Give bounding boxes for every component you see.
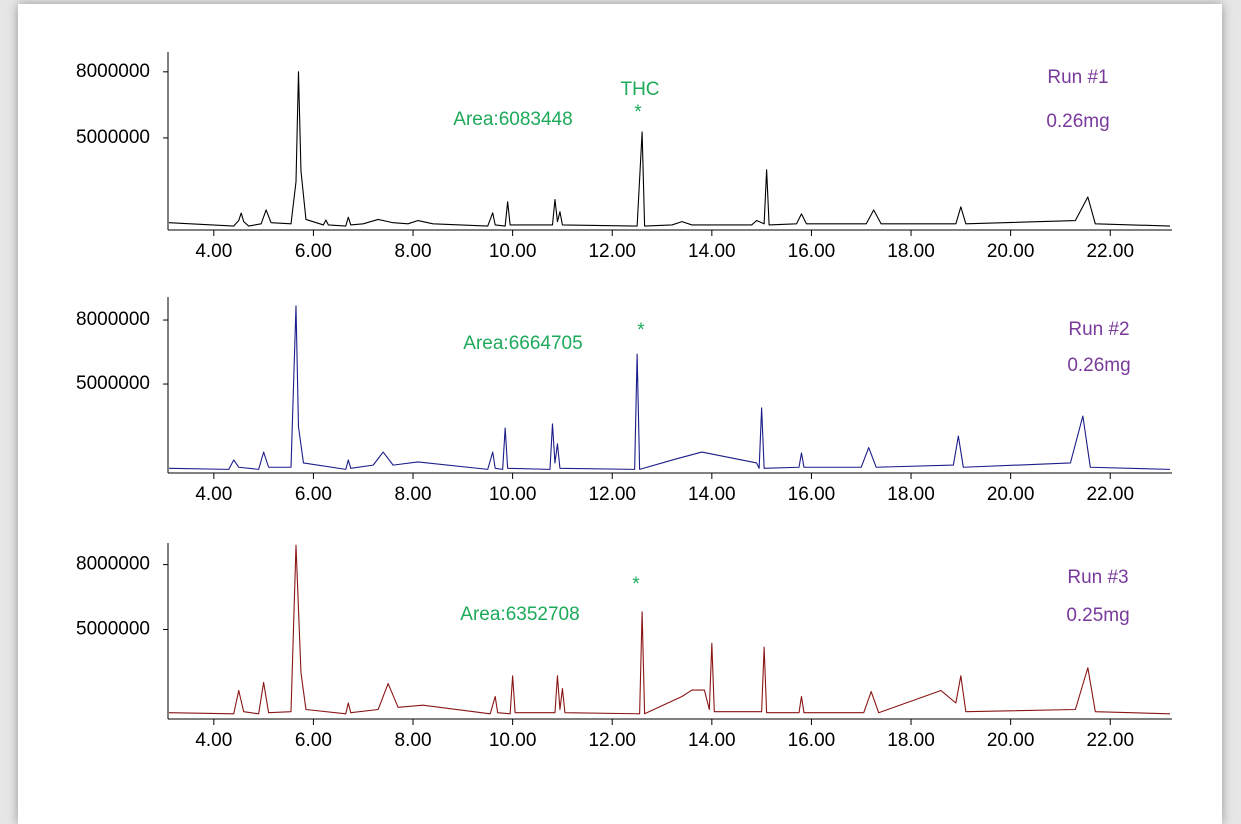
x-tick-label: 22.00 bbox=[1086, 730, 1134, 751]
x-tick-label: 10.00 bbox=[489, 484, 537, 505]
x-tick-label: 4.00 bbox=[195, 484, 232, 505]
annotation-amount: 0.26mg bbox=[1046, 111, 1109, 132]
y-tick-label: 8000000 bbox=[76, 61, 150, 82]
x-tick-label: 10.00 bbox=[489, 241, 537, 262]
annotation-marker: * bbox=[634, 102, 642, 123]
x-tick-label: 12.00 bbox=[588, 484, 636, 505]
trace bbox=[168, 544, 1171, 715]
annotation-marker: * bbox=[637, 320, 645, 341]
x-tick-label: 18.00 bbox=[887, 484, 935, 505]
x-tick-label: 20.00 bbox=[987, 484, 1035, 505]
annotation-marker: * bbox=[632, 574, 640, 595]
x-tick-label: 22.00 bbox=[1086, 241, 1134, 262]
annotation-run: Run #3 bbox=[1067, 567, 1128, 588]
x-tick-label: 8.00 bbox=[395, 241, 432, 262]
x-tick-label: 16.00 bbox=[788, 241, 836, 262]
x-tick-label: 6.00 bbox=[295, 730, 332, 751]
trace bbox=[168, 71, 1171, 227]
y-tick-label: 5000000 bbox=[76, 127, 150, 148]
annotation-run: Run #1 bbox=[1047, 67, 1108, 88]
annotation-area: Area:6352708 bbox=[460, 604, 579, 625]
y-tick-label: 8000000 bbox=[76, 554, 150, 575]
x-tick-label: 18.00 bbox=[887, 241, 935, 262]
x-tick-label: 14.00 bbox=[688, 241, 736, 262]
x-tick-label: 22.00 bbox=[1086, 484, 1134, 505]
x-tick-label: 14.00 bbox=[688, 484, 736, 505]
y-tick-label: 5000000 bbox=[76, 619, 150, 640]
card bbox=[18, 4, 1222, 824]
x-tick-label: 18.00 bbox=[887, 730, 935, 751]
annotation-area: Area:6664705 bbox=[463, 333, 582, 354]
x-tick-label: 20.00 bbox=[987, 241, 1035, 262]
annotation-compound: THC bbox=[620, 79, 659, 100]
x-tick-label: 4.00 bbox=[195, 730, 232, 751]
annotation-amount: 0.25mg bbox=[1066, 605, 1129, 626]
x-tick-label: 8.00 bbox=[395, 730, 432, 751]
trace bbox=[168, 305, 1171, 470]
annotation-area: Area:6083448 bbox=[453, 109, 572, 130]
x-tick-label: 12.00 bbox=[588, 730, 636, 751]
y-tick-label: 5000000 bbox=[76, 373, 150, 394]
y-tick-label: 8000000 bbox=[76, 309, 150, 330]
annotation-run: Run #2 bbox=[1068, 319, 1129, 340]
x-tick-label: 20.00 bbox=[987, 730, 1035, 751]
x-tick-label: 16.00 bbox=[788, 730, 836, 751]
x-tick-label: 16.00 bbox=[788, 484, 836, 505]
x-tick-label: 4.00 bbox=[195, 241, 232, 262]
x-tick-label: 6.00 bbox=[295, 241, 332, 262]
x-tick-label: 10.00 bbox=[489, 730, 537, 751]
x-tick-label: 8.00 bbox=[395, 484, 432, 505]
x-tick-label: 12.00 bbox=[588, 241, 636, 262]
annotation-amount: 0.26mg bbox=[1067, 355, 1130, 376]
x-tick-label: 6.00 bbox=[295, 484, 332, 505]
x-tick-label: 14.00 bbox=[688, 730, 736, 751]
